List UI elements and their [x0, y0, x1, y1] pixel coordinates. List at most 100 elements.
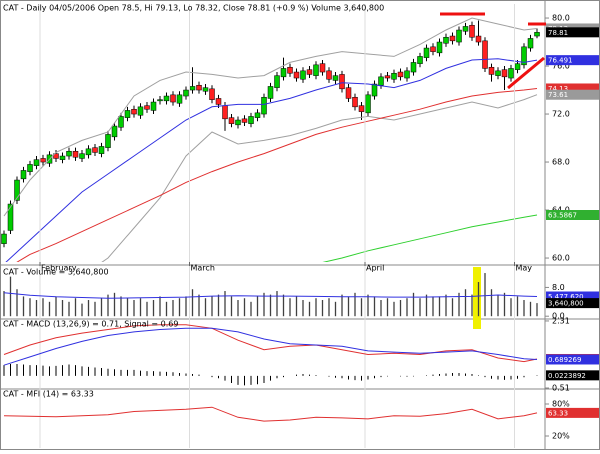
candle-body: [423, 47, 430, 58]
candle-body: [508, 68, 514, 79]
candle-body: [261, 96, 267, 115]
candle-body: [456, 29, 462, 43]
y-tick-label: 72.0: [552, 110, 570, 119]
y-tick-label: 60.0: [552, 254, 570, 263]
value-tag-label: 73.61: [548, 91, 568, 99]
candle-body: [59, 155, 66, 160]
candle-body: [66, 150, 72, 157]
candle-body: [365, 94, 371, 114]
x-tick-label: April: [366, 264, 384, 273]
candle-body: [235, 119, 241, 126]
value-tag-label: 0.0223892: [548, 372, 586, 380]
candle-body: [410, 62, 417, 73]
indicator-line: [3, 324, 538, 363]
candle-body: [144, 105, 150, 110]
indicator-line: [101, 94, 538, 262]
annotation-line: [507, 56, 545, 90]
candle-body: [280, 68, 287, 78]
value-tag: [546, 354, 599, 365]
candle-body: [124, 110, 131, 118]
x-tick-label: May: [516, 264, 533, 273]
candle-body: [196, 84, 202, 91]
candle-body: [436, 41, 443, 54]
candle-body: [521, 46, 527, 66]
candle-body: [20, 170, 27, 180]
value-tag: [546, 298, 599, 309]
candle-body: [534, 32, 540, 37]
candle-body: [137, 106, 144, 116]
candle-body: [131, 108, 137, 115]
indicator-line: [5, 58, 538, 262]
candle-body: [157, 99, 163, 102]
candle-body: [209, 88, 215, 100]
candle-body: [352, 96, 358, 108]
y-tick-label: 0.51: [552, 384, 570, 393]
value-tag-label: 0.689269: [548, 356, 581, 364]
indicator-line: [322, 214, 538, 262]
candle-body: [267, 86, 274, 99]
value-tag-label: 5,477,620: [548, 293, 584, 301]
candle-body: [183, 89, 189, 97]
candle-body: [40, 158, 46, 163]
candle-body: [469, 24, 475, 38]
candle-body: [248, 116, 254, 124]
candle-body: [222, 105, 228, 120]
highlight: [473, 267, 481, 329]
panel: [3, 406, 538, 422]
candle-body: [313, 64, 319, 76]
candle-body: [300, 70, 306, 80]
candle-body: [118, 116, 124, 128]
candle-body: [397, 71, 404, 78]
plot-layer: 80.076.072.068.064.060.0FebruaryMarchApr…: [1, 4, 599, 448]
candle-body: [85, 148, 92, 156]
y-tick-label: 76.0: [552, 62, 570, 71]
indicator-line: [3, 406, 538, 422]
candle-body: [170, 94, 176, 103]
candle-body: [391, 72, 397, 80]
candle-body: [53, 153, 59, 159]
candle-body: [384, 75, 391, 79]
candle-body: [241, 118, 248, 123]
value-tag: [546, 291, 599, 302]
candle-body: [501, 69, 508, 78]
candle-body: [176, 94, 183, 104]
panel-title: CAT - MFI (14) = 63.33: [3, 390, 94, 399]
indicator-line: [3, 292, 538, 299]
candle-body: [306, 69, 313, 75]
y-tick-label: 0.0: [552, 312, 565, 321]
candle-body: [254, 112, 261, 118]
panel-title: CAT - Volume = 3,640,800: [3, 268, 109, 277]
panel-title: CAT - MACD (13,26,9) = 0.71, Signal = 0.…: [3, 320, 178, 329]
candle-body: [319, 63, 326, 73]
candle-body: [163, 95, 170, 102]
value-tag: [546, 55, 599, 66]
candle-body: [287, 66, 293, 74]
candle-body: [274, 75, 280, 88]
candle-body: [482, 40, 488, 69]
candle-body: [72, 150, 79, 158]
candle-body: [443, 36, 449, 44]
candle-body: [111, 125, 118, 138]
candle-body: [475, 35, 482, 43]
candle-body: [417, 56, 423, 64]
y-tick-label: 2.31: [552, 316, 570, 325]
value-tag-label: 63.33: [548, 409, 568, 417]
value-tag: [546, 83, 599, 94]
candle-body: [488, 66, 495, 75]
value-tag-label: 63.5867: [548, 211, 577, 219]
candle-body: [202, 87, 209, 92]
indicator-line: [3, 327, 538, 366]
y-tick-label: 68.0: [552, 158, 570, 167]
candle-body: [92, 147, 98, 153]
value-tag: [546, 407, 599, 418]
panel: [3, 324, 538, 386]
candle-body: [1, 233, 7, 244]
candle-body: [228, 117, 235, 124]
candle-body: [98, 146, 105, 154]
candle-body: [189, 86, 196, 91]
y-tick-label: 8.0: [552, 283, 565, 292]
panel: [3, 273, 538, 317]
